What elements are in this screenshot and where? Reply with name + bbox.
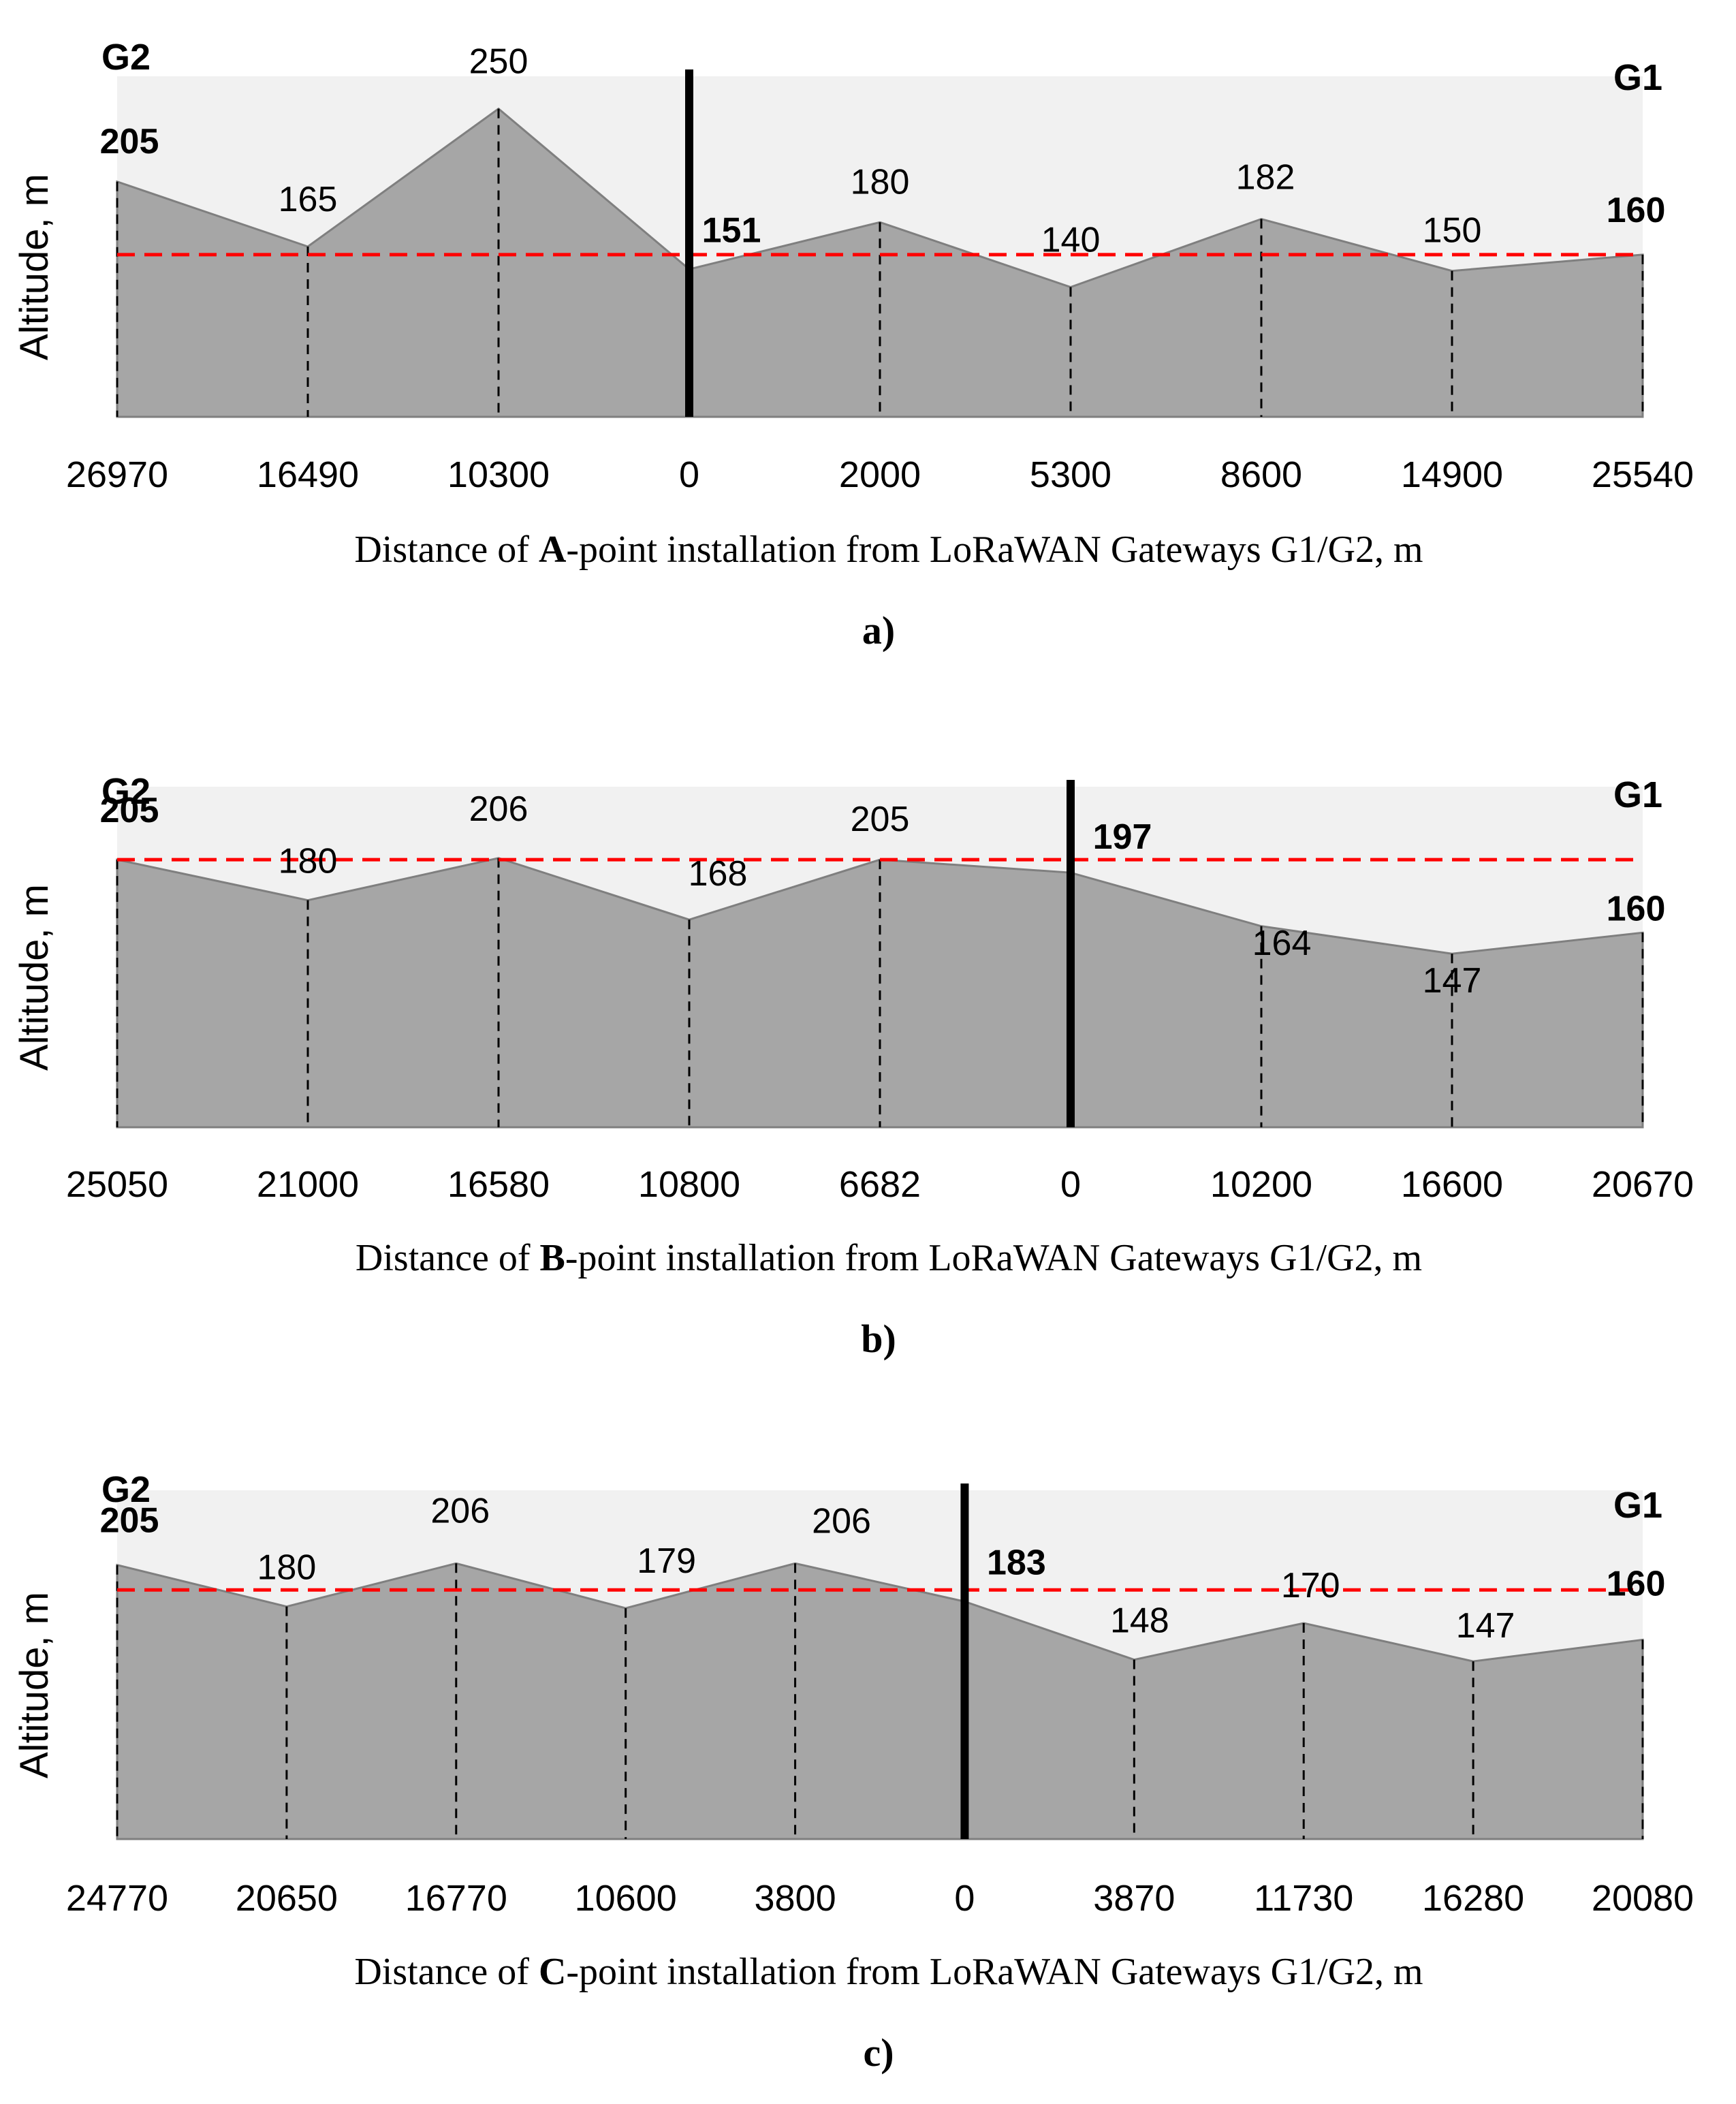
x-axis-label-part: C [539, 1951, 566, 1993]
altitude-label: 206 [812, 1501, 871, 1541]
x-tick-label: 20080 [1592, 1878, 1694, 1919]
gateway-g2-label: G2 [101, 771, 151, 812]
y-axis-label: Altitude, m [12, 174, 57, 360]
altitude-label: 206 [469, 789, 528, 829]
altitude-label: 180 [279, 842, 338, 881]
x-axis-label-part: B [539, 1237, 565, 1279]
altitude-label: 160 [1607, 1564, 1666, 1603]
x-tick-label: 16280 [1422, 1878, 1524, 1919]
x-tick-label: 8600 [1220, 454, 1302, 495]
x-axis-label-part: A [539, 529, 567, 571]
chart-panel-c: 205 180 206 179 206 183 148 170 147 160 G2 G1 Altitu… [12, 1469, 1694, 2075]
altitude-label: 179 [637, 1541, 696, 1581]
x-axis-label: Distance of B-point installation from Lo… [356, 1237, 1422, 1279]
x-axis-label-part: -point installation from LoRaWAN Gateway… [566, 529, 1423, 571]
x-tick-label: 24770 [66, 1878, 168, 1919]
altitude-label: 168 [689, 854, 748, 894]
gateway-g1-label: G1 [1613, 774, 1662, 815]
x-tick-label: 16600 [1401, 1164, 1503, 1205]
x-tick-label: 10300 [447, 454, 550, 495]
x-axis-label-part: Distance of [354, 1951, 539, 1993]
x-tick-label: 20650 [236, 1878, 338, 1919]
altitude-label: 205 [100, 1501, 159, 1541]
gateway-g1-label: G1 [1613, 1485, 1662, 1526]
altitude-label: 205 [100, 791, 159, 830]
altitude-label: 147 [1456, 1606, 1515, 1646]
y-axis-label: Altitude, m [12, 884, 57, 1071]
x-axis-label-part: Distance of [356, 1237, 540, 1279]
altitude-label: 160 [1607, 889, 1666, 928]
x-tick-label: 21000 [257, 1164, 359, 1205]
altitude-label: 150 [1423, 211, 1482, 251]
x-tick-label: 3800 [754, 1878, 836, 1919]
x-tick-label: 5300 [1030, 454, 1111, 495]
altitude-label: 197 [1093, 817, 1152, 857]
altitude-label: 180 [257, 1548, 317, 1588]
x-tick-label: 10600 [575, 1878, 677, 1919]
panel-label: a) [862, 608, 895, 653]
altitude-label: 170 [1281, 1566, 1340, 1605]
x-tick-label: 26970 [66, 454, 168, 495]
x-tick-label: 16770 [405, 1878, 507, 1919]
gateway-g1-label: G1 [1613, 57, 1662, 98]
x-tick-label: 16580 [447, 1164, 550, 1205]
gateway-g2-label: G2 [101, 1469, 151, 1510]
x-tick-label: 6682 [839, 1164, 921, 1205]
altitude-label: 205 [100, 122, 159, 161]
x-tick-label: 14900 [1401, 454, 1503, 495]
x-tick-label: 16490 [257, 454, 359, 495]
chart-panel-a: 205 165 250 151 180 140 182 150 160 G2 G1 Altitude,… [12, 37, 1694, 653]
panel-label: c) [863, 2030, 894, 2075]
altitude-label: 205 [851, 800, 910, 839]
x-tick-label: 11730 [1254, 1878, 1353, 1919]
x-tick-label: 10800 [638, 1164, 740, 1205]
x-tick-label: 2000 [839, 454, 921, 495]
x-axis-label-part: -point installation from LoRaWAN Gateway… [565, 1237, 1422, 1279]
altitude-label: 206 [430, 1491, 490, 1530]
altitude-label: 165 [279, 180, 338, 219]
altitude-label: 147 [1423, 961, 1482, 1001]
altitude-label: 250 [469, 42, 528, 82]
altitude-label: 164 [1252, 924, 1312, 963]
altitude-label: 160 [1607, 191, 1666, 230]
altitude-label: 182 [1236, 158, 1295, 198]
x-tick-label: 0 [1060, 1164, 1081, 1205]
x-tick-label: 25540 [1592, 454, 1694, 495]
x-tick-label: 20670 [1592, 1164, 1694, 1205]
altitude-label: 140 [1041, 221, 1101, 260]
x-tick-label: 10200 [1210, 1164, 1312, 1205]
x-axis-label: Distance of C-point installation from Lo… [354, 1951, 1423, 1993]
x-tick-label: 0 [679, 454, 699, 495]
x-tick-label: 0 [954, 1878, 975, 1919]
altitude-label: 180 [851, 162, 910, 202]
gateway-g2-label: G2 [101, 37, 151, 78]
chart-panel-b: 205 180 206 168 205 197 164 147 160 G2 G1 Altitude,… [12, 771, 1694, 1361]
panel-label: b) [861, 1317, 896, 1361]
x-tick-label: 3870 [1093, 1878, 1175, 1919]
x-tick-label: 25050 [66, 1164, 168, 1205]
y-axis-label: Altitude, m [12, 1592, 57, 1778]
altitude-label: 148 [1110, 1601, 1169, 1641]
x-axis-label-part: Distance of [354, 529, 539, 571]
x-axis-label: Distance of A-point installation from Lo… [354, 529, 1423, 571]
x-axis-label-part: -point installation from LoRaWAN Gateway… [566, 1951, 1423, 1993]
altitude-label: 151 [702, 210, 761, 250]
altitude-label: 183 [987, 1543, 1046, 1582]
